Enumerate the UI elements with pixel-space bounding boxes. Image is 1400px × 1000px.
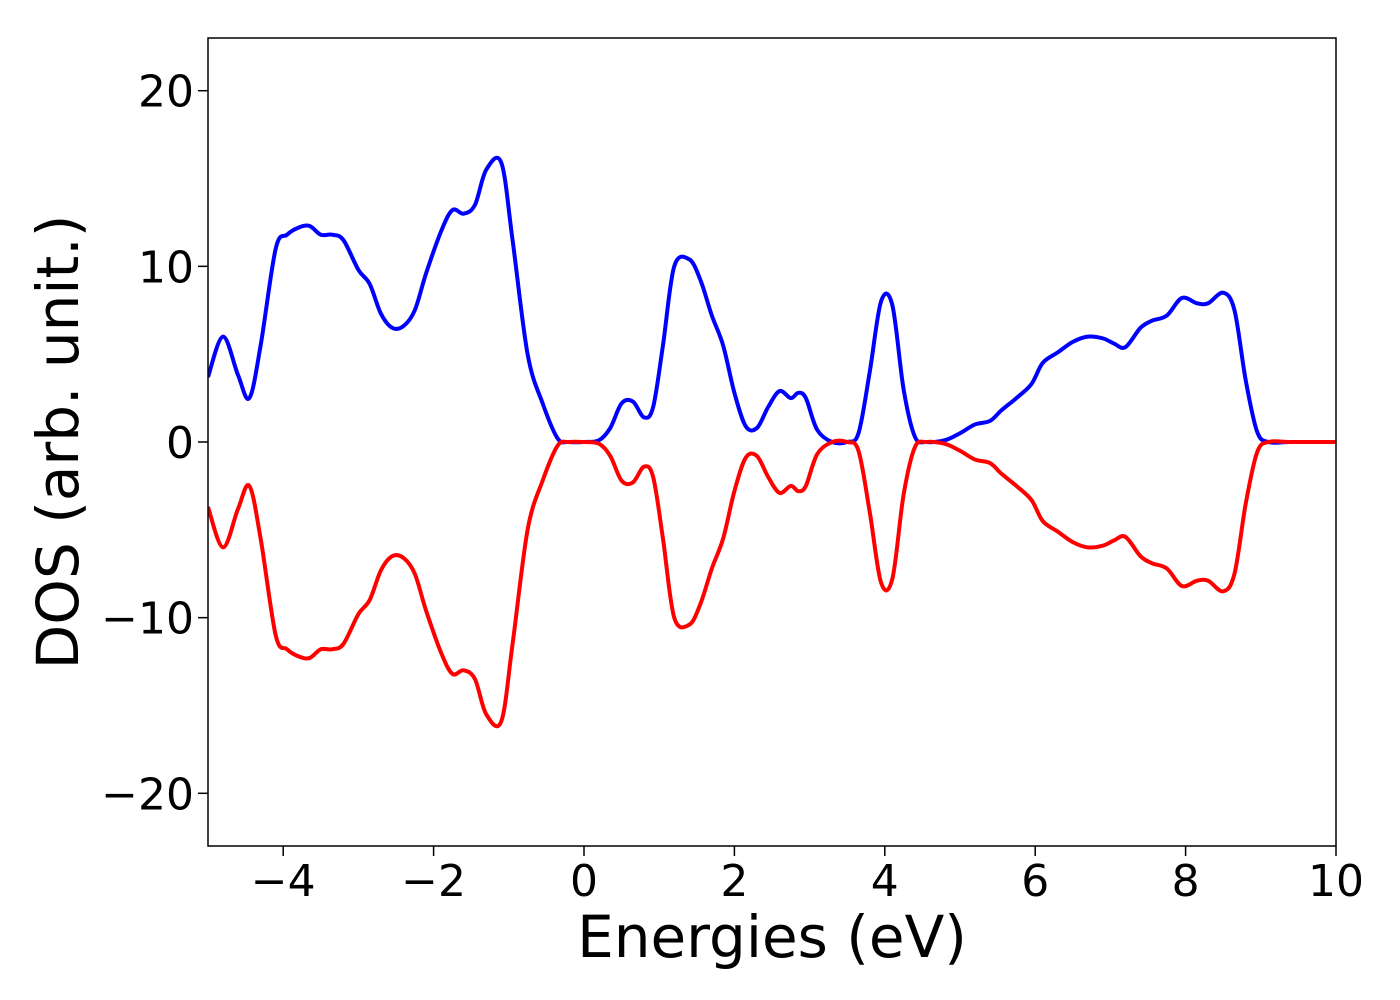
y-axis-label: DOS (arb. unit.) (24, 215, 92, 670)
x-tick-label: 8 (1172, 856, 1200, 907)
x-tick-label: 0 (570, 856, 598, 907)
x-tick-label: −4 (251, 856, 316, 907)
x-tick-label: −2 (401, 856, 466, 907)
x-tick-label: 10 (1308, 856, 1364, 907)
y-tick-label: 10 (138, 242, 194, 293)
series-layer (208, 155, 1336, 729)
x-axis-label: Energies (eV) (577, 903, 967, 971)
y-tick-label: 20 (138, 67, 194, 118)
y-axis: −20 −10 0 10 20 (101, 67, 208, 820)
y-tick-label: −10 (101, 594, 194, 645)
y-tick-label: 0 (166, 418, 194, 469)
x-tick-label: 4 (871, 856, 899, 907)
y-tick-label: −20 (101, 769, 194, 820)
x-tick-label: 2 (720, 856, 748, 907)
series-line-1 (208, 155, 1336, 446)
plot-frame (207, 37, 1337, 847)
x-tick-label: 6 (1021, 856, 1049, 907)
series-line-2 (208, 438, 1336, 729)
x-axis: −4 −2 0 2 4 6 8 10 (251, 846, 1364, 907)
